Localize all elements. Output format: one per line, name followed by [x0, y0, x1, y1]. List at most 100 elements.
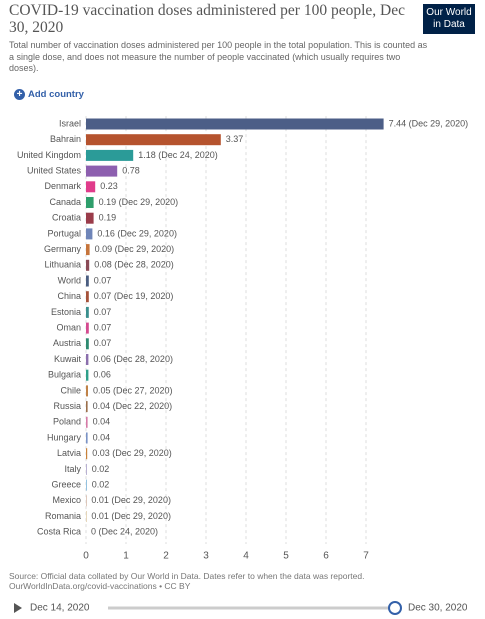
y-tick-label: Bahrain	[50, 134, 81, 144]
value-label: 0.23	[100, 181, 118, 191]
y-tick-label: Lithuania	[44, 260, 81, 270]
bar	[86, 385, 88, 397]
bar	[86, 291, 89, 303]
source: Source: Official data collated by Our Wo…	[9, 571, 469, 591]
y-tick-label: Russia	[53, 401, 81, 411]
value-label: 0.09 (Dec 29, 2020)	[95, 244, 175, 254]
y-tick-label: Hungary	[47, 432, 82, 442]
bar	[86, 369, 89, 381]
y-tick-label: Chile	[60, 385, 81, 395]
y-tick-label: World	[58, 275, 81, 285]
source-url: OurWorldInData.org/covid-vaccinations • …	[9, 581, 191, 591]
play-button[interactable]	[14, 603, 22, 613]
x-tick-label: 4	[243, 551, 249, 562]
value-label: 0.01 (Dec 29, 2020)	[91, 511, 171, 521]
value-label: 0.06	[93, 370, 111, 380]
x-tick-label: 3	[203, 551, 209, 562]
y-tick-label: Croatia	[52, 213, 81, 223]
source-text: Source: Official data collated by Our Wo…	[9, 571, 365, 581]
value-label: 3.37	[226, 134, 244, 144]
y-tick-label: Latvia	[57, 448, 81, 458]
value-label: 0 (Dec 24, 2020)	[91, 527, 158, 537]
bar	[86, 197, 94, 208]
bar	[86, 401, 88, 413]
value-label: 1.18 (Dec 24, 2020)	[138, 150, 218, 160]
value-label: 0.07	[94, 322, 112, 332]
bar	[86, 134, 221, 146]
y-tick-label: China	[57, 291, 81, 301]
y-tick-label: Estonia	[51, 307, 81, 317]
x-tick-label: 5	[283, 551, 289, 562]
value-label: 0.06 (Dec 28, 2020)	[93, 354, 173, 364]
bar	[86, 448, 88, 460]
value-label: 0.02	[92, 464, 110, 474]
value-label: 0.78	[122, 165, 140, 175]
add-country-button[interactable]: + Add country	[14, 89, 84, 100]
bar	[86, 259, 90, 271]
bar	[86, 228, 93, 240]
value-label: 0.08 (Dec 28, 2020)	[94, 260, 174, 270]
value-label: 0.04 (Dec 22, 2020)	[93, 401, 173, 411]
value-label: 0.07 (Dec 19, 2020)	[94, 291, 174, 301]
value-label: 0.04	[93, 432, 111, 442]
bar	[86, 118, 384, 130]
y-tick-label: Portugal	[47, 228, 81, 238]
chart-title: COVID-19 vaccination doses administered …	[9, 2, 405, 36]
y-tick-label: Austria	[53, 338, 81, 348]
x-tick-label: 1	[123, 551, 129, 562]
y-tick-label: Costa Rica	[37, 527, 81, 537]
value-label: 0.19 (Dec 29, 2020)	[99, 197, 179, 207]
bar	[86, 212, 94, 224]
bar	[86, 244, 90, 256]
value-label: 0.04	[93, 417, 111, 427]
bar	[86, 322, 89, 334]
plus-icon: +	[14, 89, 25, 100]
y-tick-label: Mexico	[52, 495, 81, 505]
timeline-start[interactable]: Dec 14, 2020	[30, 603, 90, 614]
add-country-label: Add country	[28, 89, 84, 100]
y-tick-label: Kuwait	[54, 354, 82, 364]
bar	[86, 275, 89, 287]
bar	[86, 354, 89, 365]
chart-subtitle: Total number of vaccination doses admini…	[9, 40, 428, 73]
bar	[86, 181, 96, 193]
y-tick-label: Germany	[44, 244, 82, 254]
bar	[86, 306, 89, 318]
x-tick-label: 7	[363, 551, 369, 562]
bar	[86, 463, 87, 475]
value-label: 0.03 (Dec 29, 2020)	[92, 448, 172, 458]
value-label: 0.07	[94, 338, 112, 348]
y-tick-label: United States	[27, 165, 82, 175]
bar	[86, 338, 89, 350]
bar	[86, 416, 88, 428]
y-tick-label: United Kingdom	[17, 150, 81, 160]
bar	[86, 149, 134, 161]
timeline-end[interactable]: Dec 30, 2020	[408, 603, 468, 614]
value-label: 0.01 (Dec 29, 2020)	[91, 495, 171, 505]
value-label: 0.05 (Dec 27, 2020)	[93, 385, 173, 395]
y-tick-label: Denmark	[44, 181, 81, 191]
bar	[86, 432, 88, 444]
bar	[86, 479, 87, 491]
value-label: 7.44 (Dec 29, 2020)	[389, 118, 469, 128]
y-tick-label: Italy	[64, 464, 81, 474]
y-tick-label: Bulgaria	[48, 370, 81, 380]
value-label: 0.07	[94, 307, 112, 317]
y-tick-label: Oman	[56, 322, 81, 332]
value-label: 0.19	[99, 213, 117, 223]
value-label: 0.07	[94, 275, 112, 285]
bar	[86, 165, 118, 177]
x-tick-label: 2	[163, 551, 169, 562]
y-tick-label: Canada	[49, 197, 81, 207]
y-tick-label: Romania	[45, 511, 81, 521]
timeline-handle[interactable]	[388, 601, 402, 615]
y-tick-label: Greece	[51, 479, 81, 489]
x-tick-label: 6	[323, 551, 329, 562]
value-label: 0.02	[92, 479, 110, 489]
value-label: 0.16 (Dec 29, 2020)	[97, 228, 177, 238]
logo[interactable]: Our World in Data	[423, 4, 475, 34]
x-tick-label: 0	[83, 551, 89, 562]
y-tick-label: Israel	[59, 118, 81, 128]
